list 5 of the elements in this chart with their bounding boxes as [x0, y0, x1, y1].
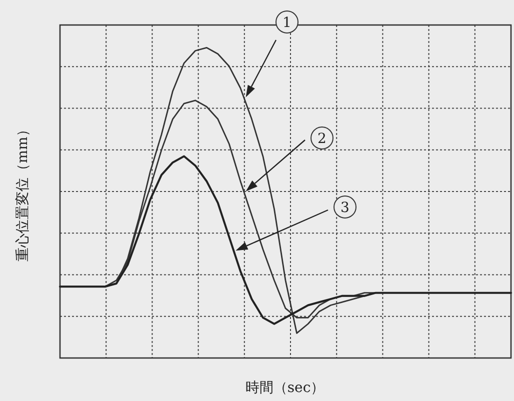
- y-axis-title: 重心位置変位（mm）: [15, 122, 31, 262]
- annotation: 3: [340, 200, 350, 216]
- text: 1: [282, 15, 292, 31]
- x-axis-title: 時間（sec）: [245, 380, 325, 396]
- annotation: 2: [318, 131, 326, 147]
